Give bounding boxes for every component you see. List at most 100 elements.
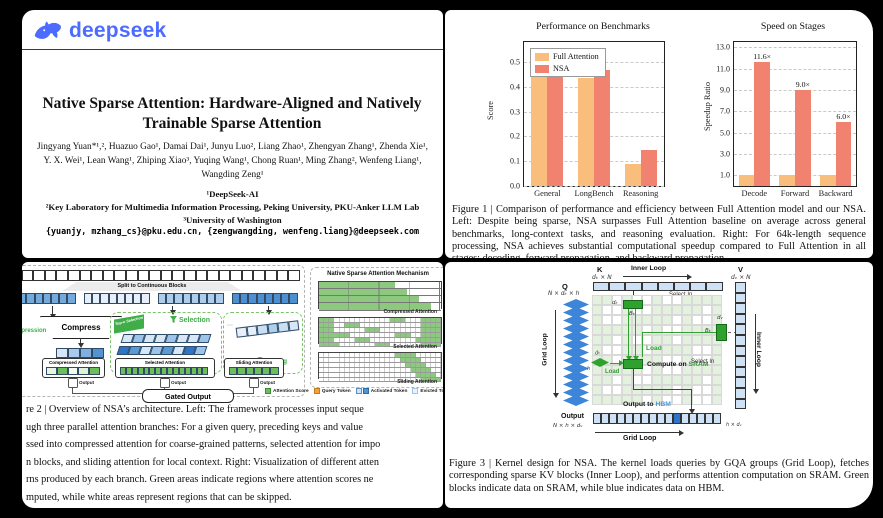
connector [164,387,165,390]
authors-line2: Y. X. Wei¹, Lean Wang¹, Zhiping Xiao³, Y… [43,155,422,166]
deepseek-logo: deepseek [34,19,166,43]
x-tick-label: General [534,189,561,198]
q-diamond [563,339,589,350]
legend-swatch [313,388,320,394]
figure2-caption-line-3: ssed into compressed attention for coars… [26,439,381,451]
compressed-attention-title: Compressed Attention [48,360,99,365]
output-row-label: Output [561,413,584,420]
q-diamond [563,347,589,358]
bar-full-attention-general [531,76,548,186]
compressed-attention-box: Compressed Attention [42,358,105,378]
bar-full-attention-reasoning [624,163,641,186]
selection-branch-label: Selection [170,316,210,324]
bar-nsa-decode [754,62,770,186]
map-row [319,318,441,323]
select-in-right-label: Select In [691,359,715,365]
bar-full-attention-backward [820,175,836,186]
chart1-title: Performance on Benchmarks [536,21,650,32]
arrow-selection-stem [172,306,174,311]
output-elbow-v2 [691,389,693,410]
bar-annotation: 6.0× [836,112,851,121]
chart2-title: Speed on Stages [760,21,826,32]
output-elbow-h [633,389,692,391]
panel-title-page: deepseek Native Sparse Attention: Hardwa… [22,10,443,258]
arrow-sliding-stem [268,306,270,311]
map-row [319,362,441,368]
grid-loop-bottom-arrowhead [679,429,684,436]
v-dim-label: dᵥ × N [731,274,751,281]
q-diamond [563,371,589,382]
inner-loop-right-arrowhead [752,389,759,394]
sliding-attention-box: Sliding Attention [224,358,284,378]
v-tile-dv-label: dᵥ [717,315,723,321]
map-row [319,327,441,333]
figure2-caption-line-4: n blocks, and sliding attention for loca… [26,456,380,468]
v-column [735,282,746,410]
sliding-attention-title: Sliding Attention [235,360,273,365]
affiliations: ¹DeepSeek-AI ²Key Laboratory for Multime… [26,188,439,226]
x-tick-label: Reasoning [622,189,659,198]
output-box-1 [68,378,78,388]
legend-label: NSA [553,64,570,73]
output-row [593,413,721,424]
output-to-hbm-label: Output to HBM [623,401,671,408]
q-label: Q [562,282,568,291]
arrow-compress-out-stem [80,338,82,344]
load-line-2 [635,309,637,357]
bar-nsa-longbench [594,69,610,186]
map-row [319,342,441,348]
select-in-dash-right-h [728,332,737,333]
legend-item-evicted-token: Evicted Token [412,388,443,394]
q-diamond [563,387,589,398]
figure2-legend: Attention Score Query Token Activated Toke… [265,388,443,394]
header-rule [22,49,443,50]
figure2-caption-line-6: mputed, while white areas represent regi… [26,491,292,503]
output-dim-label: N × h × dᵥ [553,423,583,429]
legend-item-activated-token: Activated Token [355,388,408,394]
k-label: K [597,265,603,274]
load-label-q: Load [605,369,620,375]
legend-label: Query Token [321,388,351,394]
chart-legend: Full Attention NSA [530,48,606,77]
output-label-2: Output [171,380,187,385]
bar-full-attention-forward [779,175,795,186]
legend-swatch [265,388,271,394]
arrow-compress-stem [52,306,54,314]
load-arrowhead-1 [625,356,632,361]
map-row [319,289,441,297]
legend-label: Activated Token [370,388,408,394]
output-label-1: Output [79,380,95,385]
paper-title-line2: Trainable Sparse Attention [142,115,322,133]
hbm-text: HBM [655,401,671,408]
panel-figure1: Performance on Benchmarks Speed on Stage… [445,10,873,258]
map-row [319,303,441,311]
load-line-1 [628,309,630,357]
panel-figure2: Split to Continuous Blocks Compression C… [22,262,443,508]
figure2-caption-line-5: rns produced by each branch. Green areas… [26,474,374,486]
figure2-caption-line-1: re 2 | Overview of NSA’s architecture. L… [26,404,364,415]
compressed-attention-map [318,281,442,311]
legend-swatch [355,388,362,394]
q-load-line [610,363,620,365]
connector [72,393,142,394]
x-tick-label: Backward [818,189,853,198]
compute-tile-sram [623,359,643,369]
inner-loop-top-label: Inner Loop [631,265,667,272]
connector [72,387,73,394]
inner-loop-right-label: Inner Loop [755,331,763,368]
token-block-group-1 [22,293,76,304]
legend-label: Full Attention [553,52,599,61]
grid-loop-left-arrow [555,310,557,394]
bar-nsa-reasoning [640,149,657,186]
chart-performance-benchmarks: 0.0 0.1 0.2 0.3 0.4 0.5 General LongBench Reason… [510,41,665,198]
bar-annotation: 9.0× [795,80,810,89]
grid-loop-left-label: Grid Loop [541,333,549,366]
load-arrowhead-2 [632,356,639,361]
sram-grid [592,295,722,405]
selected-attention-cells [120,367,209,375]
legend-swatch [412,388,419,394]
output-label-3: Output [260,380,276,385]
token-block-group-2 [84,293,150,304]
figure1-caption: Figure 1 | Comparison of performance and… [452,204,866,258]
inner-loop-top-arrowhead [687,273,692,280]
